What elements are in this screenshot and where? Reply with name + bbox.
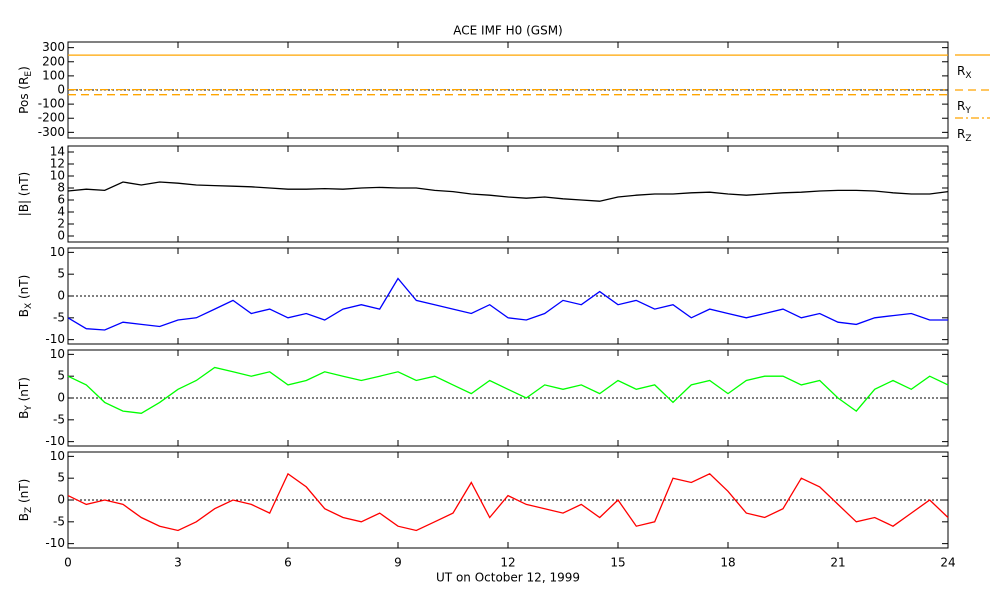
y-tick-label: 0 [57, 83, 65, 97]
y-label-part: |B| (nT) [17, 172, 31, 216]
y-tick-label: 6 [57, 193, 65, 207]
y-tick-label: 0 [57, 493, 65, 507]
y-label-part: X [24, 303, 34, 309]
y-axis-label: BX (nT) [17, 275, 34, 318]
y-tick-label: 5 [57, 267, 65, 281]
x-tick-label: 6 [284, 556, 292, 570]
x-tick-label: 24 [940, 556, 955, 570]
y-tick-label: 0 [57, 391, 65, 405]
y-tick-label: -10 [45, 434, 65, 448]
y-tick-label: 10 [50, 169, 65, 183]
y-tick-label: 14 [50, 145, 65, 159]
y-tick-label: 300 [42, 40, 65, 54]
x-tick-label: 3 [174, 556, 182, 570]
y-label-part: E [24, 71, 34, 77]
y-tick-label: 10 [50, 347, 65, 361]
legend-part: R [957, 99, 965, 113]
y-tick-label: -5 [53, 514, 65, 528]
x-axis-label: UT on October 12, 1999 [436, 571, 580, 585]
legend-part: Z [965, 134, 971, 144]
y-label-part: (nT) [17, 275, 31, 303]
y-tick-label: -5 [53, 310, 65, 324]
data-line [67, 181, 949, 202]
y-axis-label: Pos (RE) [17, 66, 34, 114]
chart-title: ACE IMF H0 (GSM) [453, 24, 563, 38]
y-label-part: (nT) [17, 377, 31, 405]
x-tick-label: 0 [64, 556, 72, 570]
y-tick-label: 4 [57, 205, 65, 219]
y-label-part: Z [24, 507, 34, 513]
y-axis-label: BY (nT) [17, 377, 34, 419]
y-tick-label: 2 [57, 217, 65, 231]
y-tick-label: 5 [57, 369, 65, 383]
legend-part: Y [964, 106, 971, 116]
x-tick-label: 12 [500, 556, 515, 570]
y-tick-label: -300 [38, 125, 65, 139]
legend-label: RY [957, 99, 971, 116]
legend-label: RZ [957, 127, 972, 144]
legend-label: RX [957, 64, 972, 81]
y-tick-label: 200 [42, 54, 65, 68]
x-tick-label: 21 [830, 556, 845, 570]
data-line [67, 472, 949, 532]
y-tick-label: 5 [57, 471, 65, 485]
x-tick-label: 15 [610, 556, 625, 570]
y-label-part: Pos (R [17, 77, 31, 114]
y-tick-label: 100 [42, 68, 65, 82]
x-tick-label: 9 [394, 556, 402, 570]
x-tick-label: 18 [720, 556, 735, 570]
y-label-part: ) [17, 66, 31, 71]
y-axis-label: |B| (nT) [17, 172, 31, 216]
y-label-part: (nT) [17, 479, 31, 507]
y-tick-label: 10 [50, 245, 65, 259]
y-tick-label: 0 [57, 229, 65, 243]
data-line [67, 277, 948, 331]
y-label-part: B [17, 411, 31, 419]
y-axis-label: BZ (nT) [17, 479, 34, 522]
y-tick-label: -200 [38, 111, 65, 125]
y-tick-label: -100 [38, 97, 65, 111]
y-tick-label: -10 [45, 332, 65, 346]
legend-part: R [957, 64, 965, 78]
panel-frame [67, 145, 949, 243]
y-label-part: B [17, 309, 31, 317]
y-tick-label: 0 [57, 289, 65, 303]
legend-part: X [965, 71, 971, 81]
y-tick-label: -10 [45, 536, 65, 550]
y-tick-label: 8 [57, 181, 65, 195]
y-tick-label: 12 [50, 157, 65, 171]
y-label-part: B [17, 513, 31, 521]
y-label-part: Y [24, 405, 34, 412]
data-line [67, 366, 949, 414]
legend-part: R [957, 127, 965, 141]
y-tick-label: -5 [53, 412, 65, 426]
y-tick-label: 10 [50, 449, 65, 463]
